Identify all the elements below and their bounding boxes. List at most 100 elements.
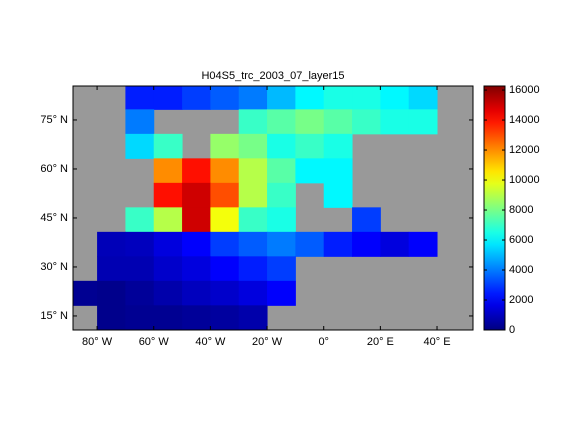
y-tick-label: 45° N <box>40 212 68 224</box>
x-tick-label: 40° W <box>195 336 226 348</box>
field-cell <box>210 86 240 110</box>
field-cell <box>210 207 240 233</box>
axes-frame <box>72 85 474 331</box>
field-cell <box>380 231 410 257</box>
field-cell <box>97 280 126 306</box>
field-cell <box>210 305 240 330</box>
field-cell <box>323 133 353 159</box>
field-cell <box>238 182 268 208</box>
field-cell <box>267 231 296 257</box>
x-tick-label: 80° W <box>82 336 113 348</box>
field-cell <box>267 133 296 159</box>
field-cell <box>153 207 183 233</box>
x-tick-label: 20° E <box>367 336 394 348</box>
field-cell <box>238 109 268 135</box>
field-cell <box>125 109 155 135</box>
field-cell <box>97 256 126 282</box>
field-cell <box>182 280 211 306</box>
field-cell <box>153 305 183 330</box>
field-cell <box>153 231 183 257</box>
field-cell <box>352 231 381 257</box>
field-cell <box>267 182 296 208</box>
field-cell <box>323 86 353 110</box>
x-tick-label: 40° E <box>424 336 451 348</box>
colorbar-tick-label: 8000 <box>509 204 533 216</box>
colorbar-tick-label: 14000 <box>509 114 540 126</box>
field-cell <box>267 280 296 306</box>
field-cell <box>238 305 268 330</box>
field-cell <box>153 280 183 306</box>
x-tick-label: 0° <box>318 336 329 348</box>
field-cell <box>352 86 381 110</box>
field-cell <box>408 231 438 257</box>
field-cell <box>210 182 240 208</box>
field-cell <box>267 207 296 233</box>
field-cell <box>182 305 211 330</box>
field-cell <box>182 182 211 208</box>
field-cell <box>125 256 155 282</box>
field-cell <box>267 109 296 135</box>
field-cell <box>125 231 155 257</box>
field-cell <box>380 86 410 110</box>
field-cell <box>125 305 155 330</box>
field-cell <box>182 231 211 257</box>
field-cell <box>295 133 325 159</box>
field-cell <box>323 231 353 257</box>
x-tick-label: 20° W <box>252 336 283 348</box>
map-title: H04S5_trc_2003_07_layer15 <box>201 70 344 82</box>
field-cell <box>323 182 353 208</box>
field-cell <box>153 256 183 282</box>
field-cell <box>210 158 240 184</box>
colorbar-tick-label: 12000 <box>509 144 540 156</box>
field-cell <box>238 280 268 306</box>
field <box>73 86 438 330</box>
field-cell <box>352 207 381 233</box>
field-cell <box>352 109 381 135</box>
y-tick-label: 75° N <box>40 114 68 126</box>
field-cell <box>323 158 353 184</box>
field-cell <box>238 133 268 159</box>
field-cell <box>210 280 240 306</box>
field-cell <box>125 133 155 159</box>
field-cell <box>153 133 183 159</box>
colorbar-tick-label: 4000 <box>509 264 533 276</box>
y-tick-label: 15° N <box>40 310 68 322</box>
field-cell <box>210 256 240 282</box>
colorbar-tick-label: 10000 <box>509 174 540 186</box>
colorbar <box>483 85 506 331</box>
field-cell <box>182 86 211 110</box>
y-tick-label: 60° N <box>40 163 68 175</box>
field-cell <box>408 86 438 110</box>
field-cell <box>125 86 155 110</box>
field-cell <box>97 231 126 257</box>
field-cell <box>295 86 325 110</box>
field-cell <box>238 256 268 282</box>
field-cell <box>238 86 268 110</box>
y-tick-label: 30° N <box>40 261 68 273</box>
field-cell <box>153 182 183 208</box>
field-cell <box>408 109 438 135</box>
x-tick-label: 60° W <box>139 336 170 348</box>
field-cell <box>267 256 296 282</box>
colorbar-tick-label: 16000 <box>509 84 540 96</box>
colorbar-tick-label: 6000 <box>509 234 533 246</box>
field-cell <box>295 109 325 135</box>
field-cell <box>153 86 183 110</box>
colorbar-tick-label: 0 <box>509 324 515 336</box>
field-cell <box>125 280 155 306</box>
field-cell <box>323 109 353 135</box>
field-cell <box>210 133 240 159</box>
field-cell <box>295 158 325 184</box>
field-cell <box>182 158 211 184</box>
field-cell <box>238 207 268 233</box>
field-cell <box>238 231 268 257</box>
field-cell <box>267 158 296 184</box>
field-cell <box>380 109 410 135</box>
field-cell <box>125 207 155 233</box>
field-cell <box>182 207 211 233</box>
field-cell <box>295 231 325 257</box>
field-cell <box>267 86 296 110</box>
colorbar-tick-label: 2000 <box>509 294 533 306</box>
field-cell <box>97 305 126 330</box>
